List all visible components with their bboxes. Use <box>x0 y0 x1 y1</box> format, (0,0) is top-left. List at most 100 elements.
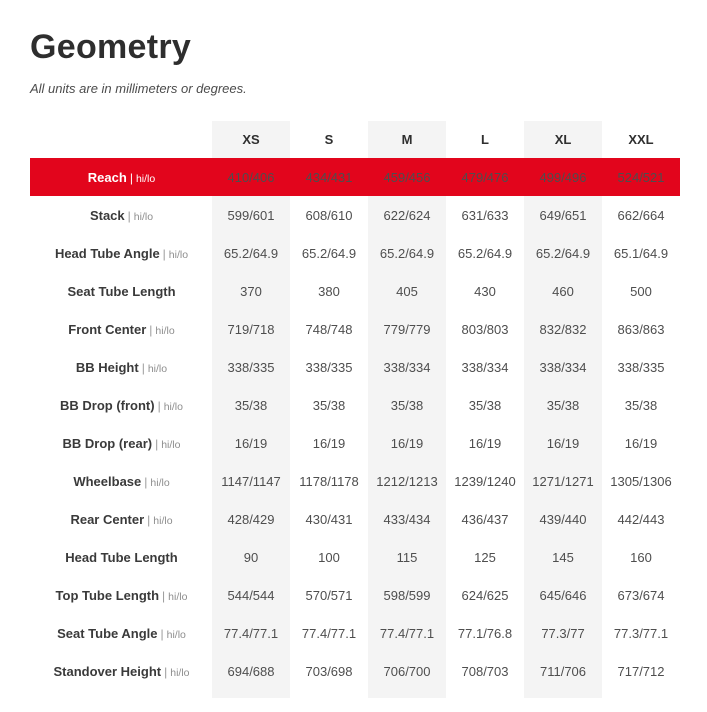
row-label: Wheelbase <box>73 473 142 489</box>
geometry-value: 430 <box>474 283 496 299</box>
spacer-cell <box>446 690 524 698</box>
geometry-value: 673/674 <box>617 587 665 603</box>
geometry-rows: Reach | hi/lo 410/406 434/431 459/456 479/476 4… <box>30 158 680 690</box>
spacer-row <box>30 690 680 698</box>
geometry-value: 436/437 <box>461 511 509 527</box>
geometry-value: 708/703 <box>461 663 509 679</box>
row-label-cell: Stack | hi/lo <box>30 196 212 234</box>
table-row: Top Tube Length | hi/lo 544/544 570/571 598/5… <box>30 576 680 614</box>
hi-lo-suffix: hi/lo <box>166 628 186 641</box>
row-label-cell: Wheelbase | hi/lo <box>30 462 212 500</box>
geometry-value: 524/521 <box>602 158 680 196</box>
hi-lo-suffix: hi/lo <box>168 590 188 603</box>
label-separator: | <box>155 436 159 451</box>
table-row: Front Center | hi/lo 719/718 748/748 779/779 8… <box>30 310 680 348</box>
hi-lo-suffix: hi/lo <box>161 438 181 451</box>
table-row: Rear Center | hi/lo 428/429 430/431 433/434 43… <box>30 500 680 538</box>
row-label-cell: BB Height | hi/lo <box>30 348 212 386</box>
geometry-value: 65.2/64.9 <box>457 245 513 261</box>
table-footer-spacer <box>30 690 680 698</box>
table-row: Seat Tube Length 370 380 405 430 460 500 <box>30 272 680 310</box>
geometry-value: 338/335 <box>617 359 665 375</box>
geometry-value: 145 <box>524 538 602 576</box>
table-row: BB Height | hi/lo 338/335 338/335 338/334 338/… <box>30 348 680 386</box>
geometry-value: 803/803 <box>461 321 509 337</box>
geometry-value: 338/334 <box>524 348 602 386</box>
row-label: BB Drop (front) <box>60 397 155 413</box>
geometry-value: 338/334 <box>461 359 509 375</box>
row-label-cell: Front Center | hi/lo <box>30 310 212 348</box>
geometry-value: 479/476 <box>446 158 524 196</box>
hi-lo-suffix: hi/lo <box>153 514 173 527</box>
label-separator: | <box>160 626 164 641</box>
hi-lo-suffix: hi/lo <box>170 666 190 679</box>
row-label: Reach <box>87 169 127 185</box>
geometry-value: 35/38 <box>212 386 290 424</box>
geometry-value: 100 <box>318 549 340 565</box>
row-label-cell: Rear Center | hi/lo <box>30 500 212 538</box>
geometry-value: 599/601 <box>212 196 290 234</box>
size-column-header: XXL <box>628 132 654 147</box>
spacer-cell <box>290 690 368 698</box>
geometry-value: 16/19 <box>524 424 602 462</box>
geometry-value: 338/334 <box>368 348 446 386</box>
geometry-value: 1147/1147 <box>212 462 290 500</box>
geometry-value: 433/434 <box>368 500 446 538</box>
label-separator: | <box>127 208 131 223</box>
geometry-value: 499/496 <box>524 158 602 196</box>
spacer-cell <box>368 690 446 698</box>
geometry-value: 1178/1178 <box>299 473 359 489</box>
label-separator: | <box>141 360 145 375</box>
row-label: BB Height <box>75 359 139 375</box>
geometry-value: 35/38 <box>524 386 602 424</box>
geometry-value: 65.2/64.9 <box>524 234 602 272</box>
hi-lo-suffix: hi/lo <box>168 248 189 261</box>
geometry-value: 662/664 <box>617 207 665 223</box>
geometry-value: 1305/1306 <box>610 473 672 489</box>
geometry-value: 779/779 <box>368 310 446 348</box>
table-row: Head Tube Angle | hi/lo 65.2/64.9 65.2/64.9 6… <box>30 234 680 272</box>
geometry-value: 77.4/77.1 <box>212 614 290 652</box>
hi-lo-suffix: hi/lo <box>155 324 175 337</box>
size-column-header: XL <box>524 121 602 158</box>
geometry-value: 160 <box>630 549 652 565</box>
row-label: BB Drop (rear) <box>62 435 153 451</box>
label-separator: | <box>157 398 161 413</box>
geometry-value: 65.1/64.9 <box>613 245 669 261</box>
geometry-value: 410/406 <box>212 158 290 196</box>
size-column-header: L <box>481 132 489 147</box>
geometry-value: 430/431 <box>305 511 353 527</box>
row-label-cell: Top Tube Length | hi/lo <box>30 576 212 614</box>
geometry-value: 35/38 <box>624 397 658 413</box>
row-label: Standover Height <box>53 663 162 679</box>
geometry-value: 1239/1240 <box>454 473 516 489</box>
row-label: Seat Tube Length <box>67 283 176 299</box>
row-label-cell: BB Drop (front) | hi/lo <box>30 386 212 424</box>
label-separator: | <box>164 664 168 679</box>
spacer-cell <box>30 690 212 698</box>
label-separator: | <box>149 322 153 337</box>
row-label-cell: Seat Tube Angle | hi/lo <box>30 614 212 652</box>
geometry-value: 442/443 <box>617 511 665 527</box>
geometry-value: 428/429 <box>212 500 290 538</box>
geometry-value: 77.1/76.8 <box>457 625 513 641</box>
row-label: Seat Tube Angle <box>57 625 158 641</box>
spacer-cell <box>212 690 290 698</box>
row-label-cell: Reach | hi/lo <box>30 158 212 196</box>
geometry-value: 439/440 <box>524 500 602 538</box>
geometry-value: 115 <box>368 538 446 576</box>
row-label: Head Tube Angle <box>54 245 160 261</box>
row-label-cell: Seat Tube Length <box>30 272 212 310</box>
geometry-value: 631/633 <box>461 207 509 223</box>
geometry-value: 703/698 <box>305 663 353 679</box>
geometry-value: 77.4/77.1 <box>301 625 357 641</box>
geometry-value: 459/456 <box>368 158 446 196</box>
units-note: All units are in millimeters or degrees. <box>30 81 247 96</box>
geometry-value: 598/599 <box>368 576 446 614</box>
hi-lo-suffix: hi/lo <box>150 476 170 489</box>
row-label-cell: Head Tube Length <box>30 538 212 576</box>
geometry-value: 65.2/64.9 <box>212 234 290 272</box>
row-label-cell: Head Tube Angle | hi/lo <box>30 234 212 272</box>
geometry-value: 16/19 <box>368 424 446 462</box>
geometry-value: 338/335 <box>305 359 353 375</box>
